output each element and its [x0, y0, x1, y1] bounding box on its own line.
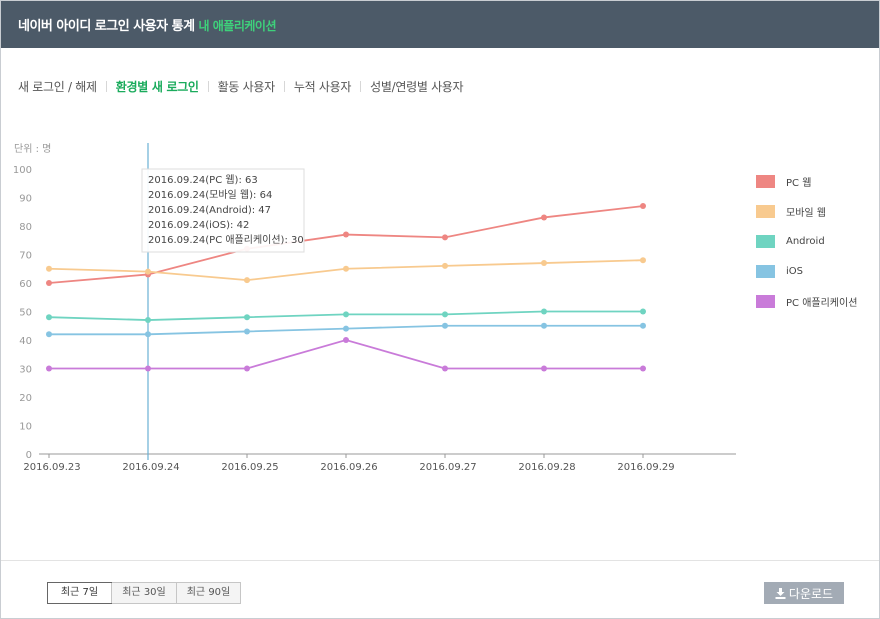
data-point: [541, 214, 547, 221]
x-tick-label: 2016.09.24: [122, 462, 179, 473]
legend-item-android[interactable]: Android: [756, 226, 857, 256]
tab-divider: [360, 81, 362, 92]
legend-swatch: [756, 294, 775, 308]
page-title: 네이버 아이디 로그인 사용자 통계 내 애플리케이션: [18, 15, 277, 34]
data-point: [244, 277, 250, 284]
legend-label: Android: [786, 235, 825, 247]
data-point: [541, 308, 547, 315]
data-point: [244, 314, 250, 321]
legend-item-ios[interactable]: iOS: [756, 256, 857, 286]
y-tick-label: 20: [19, 393, 32, 404]
range-7-days-button[interactable]: 최근 7일: [47, 582, 112, 604]
data-point: [46, 280, 52, 286]
tooltip-line: 2016.09.24(모바일 웹): 64: [148, 189, 272, 201]
y-tick-label: 50: [19, 308, 32, 319]
range-30-days-button[interactable]: 최근 30일: [111, 583, 176, 603]
data-point: [46, 265, 52, 272]
data-point: [442, 322, 448, 329]
data-point: [640, 308, 646, 315]
data-point: [541, 322, 547, 329]
data-point: [145, 365, 151, 372]
data-point: [640, 257, 646, 264]
data-point: [46, 331, 52, 338]
page-subtitle: 내 애플리케이션: [198, 19, 277, 33]
data-point: [244, 328, 250, 335]
x-tick-label: 2016.09.27: [419, 462, 476, 473]
x-tick-label: 2016.09.29: [617, 462, 674, 473]
data-point: [442, 262, 448, 269]
tooltip-line: 2016.09.24(Android): 47: [148, 205, 271, 216]
tab-bar: 새 로그인 / 해제 환경별 새 로그인 활동 사용자 누적 사용자 성별/연령…: [18, 78, 464, 95]
y-tick-label: 10: [19, 422, 32, 433]
legend-label: PC 애플리케이션: [786, 297, 858, 309]
data-point: [46, 365, 52, 372]
legend-swatch: [756, 264, 775, 278]
tab-gender-age-users[interactable]: 성별/연령별 사용자: [370, 80, 464, 94]
tab-new-login-logout[interactable]: 새 로그인 / 해제: [18, 80, 97, 94]
line-chart: 단위 : 명 0 10 20 30 40 50 60 70 80 90 100 2016.09.23 20…: [13, 142, 736, 473]
data-point: [640, 322, 646, 329]
data-point: [145, 317, 151, 324]
data-point: [145, 268, 151, 275]
tooltip-box: [141, 168, 305, 253]
data-point: [343, 231, 349, 238]
legend-item-pc-web[interactable]: PC 웹: [756, 166, 857, 196]
data-point: [343, 265, 349, 272]
data-point: [541, 365, 547, 372]
x-tick-label: 2016.09.25: [221, 462, 278, 473]
legend-label: PC 웹: [786, 177, 812, 189]
tab-divider: [105, 81, 107, 92]
legend-label: iOS: [786, 265, 803, 277]
tab-cumulative-users[interactable]: 누적 사용자: [293, 80, 352, 94]
tab-divider: [283, 81, 285, 92]
data-point: [244, 365, 250, 372]
footer-divider: [1, 560, 879, 561]
y-tick-label: 60: [19, 279, 32, 290]
page-title-text: 네이버 아이디 로그인 사용자 통계: [18, 19, 195, 34]
chart-legend: PC 웹 모바일 웹 Android iOS PC 애플리케이션: [756, 166, 857, 316]
page-header: 네이버 아이디 로그인 사용자 통계 내 애플리케이션: [1, 1, 879, 48]
legend-item-mobile-web[interactable]: 모바일 웹: [756, 196, 857, 226]
legend-swatch: [756, 174, 775, 188]
range-90-days-button[interactable]: 최근 90일: [176, 583, 240, 603]
data-point: [541, 260, 547, 267]
data-point: [442, 311, 448, 318]
y-tick-label: 80: [19, 222, 32, 233]
tab-active-users[interactable]: 활동 사용자: [217, 80, 276, 94]
y-tick-label: 70: [19, 251, 32, 262]
series-line-4: [49, 339, 643, 370]
data-point: [343, 325, 349, 332]
y-tick-label: 100: [13, 165, 32, 176]
download-label: 다운로드: [788, 586, 834, 601]
x-tick-label: 2016.09.26: [320, 462, 377, 473]
tooltip-line: 2016.09.24(iOS): 42: [148, 220, 249, 231]
y-tick-label: 0: [26, 450, 32, 461]
legend-label: 모바일 웹: [786, 207, 826, 219]
download-button[interactable]: 다운로드: [764, 582, 844, 604]
x-tick-label: 2016.09.23: [23, 462, 80, 473]
tab-login-by-env[interactable]: 환경별 새 로그인: [115, 80, 199, 94]
data-point: [343, 337, 349, 343]
data-point: [442, 234, 448, 241]
data-point: [145, 331, 151, 338]
tab-divider: [207, 81, 209, 92]
data-point: [442, 365, 448, 372]
legend-swatch: [756, 234, 775, 248]
legend-item-pc-app[interactable]: PC 애플리케이션: [756, 286, 857, 316]
y-tick-label: 30: [19, 365, 32, 376]
y-tick-label: 90: [19, 194, 32, 205]
date-range-selector: 최근 7일 최근 30일 최근 90일: [47, 582, 241, 604]
y-tick-label: 40: [19, 336, 32, 347]
tooltip-line: 2016.09.24(PC 웹): 63: [148, 174, 258, 186]
legend-swatch: [756, 204, 775, 218]
x-tick-label: 2016.09.28: [518, 462, 575, 473]
data-point: [640, 203, 646, 210]
tooltip-line: 2016.09.24(PC 애플리케이션): 30: [148, 234, 304, 246]
download-icon: [775, 587, 786, 599]
data-point: [343, 311, 349, 318]
unit-label: 단위 : 명: [14, 142, 51, 155]
data-point: [46, 314, 52, 321]
data-point: [640, 365, 646, 372]
